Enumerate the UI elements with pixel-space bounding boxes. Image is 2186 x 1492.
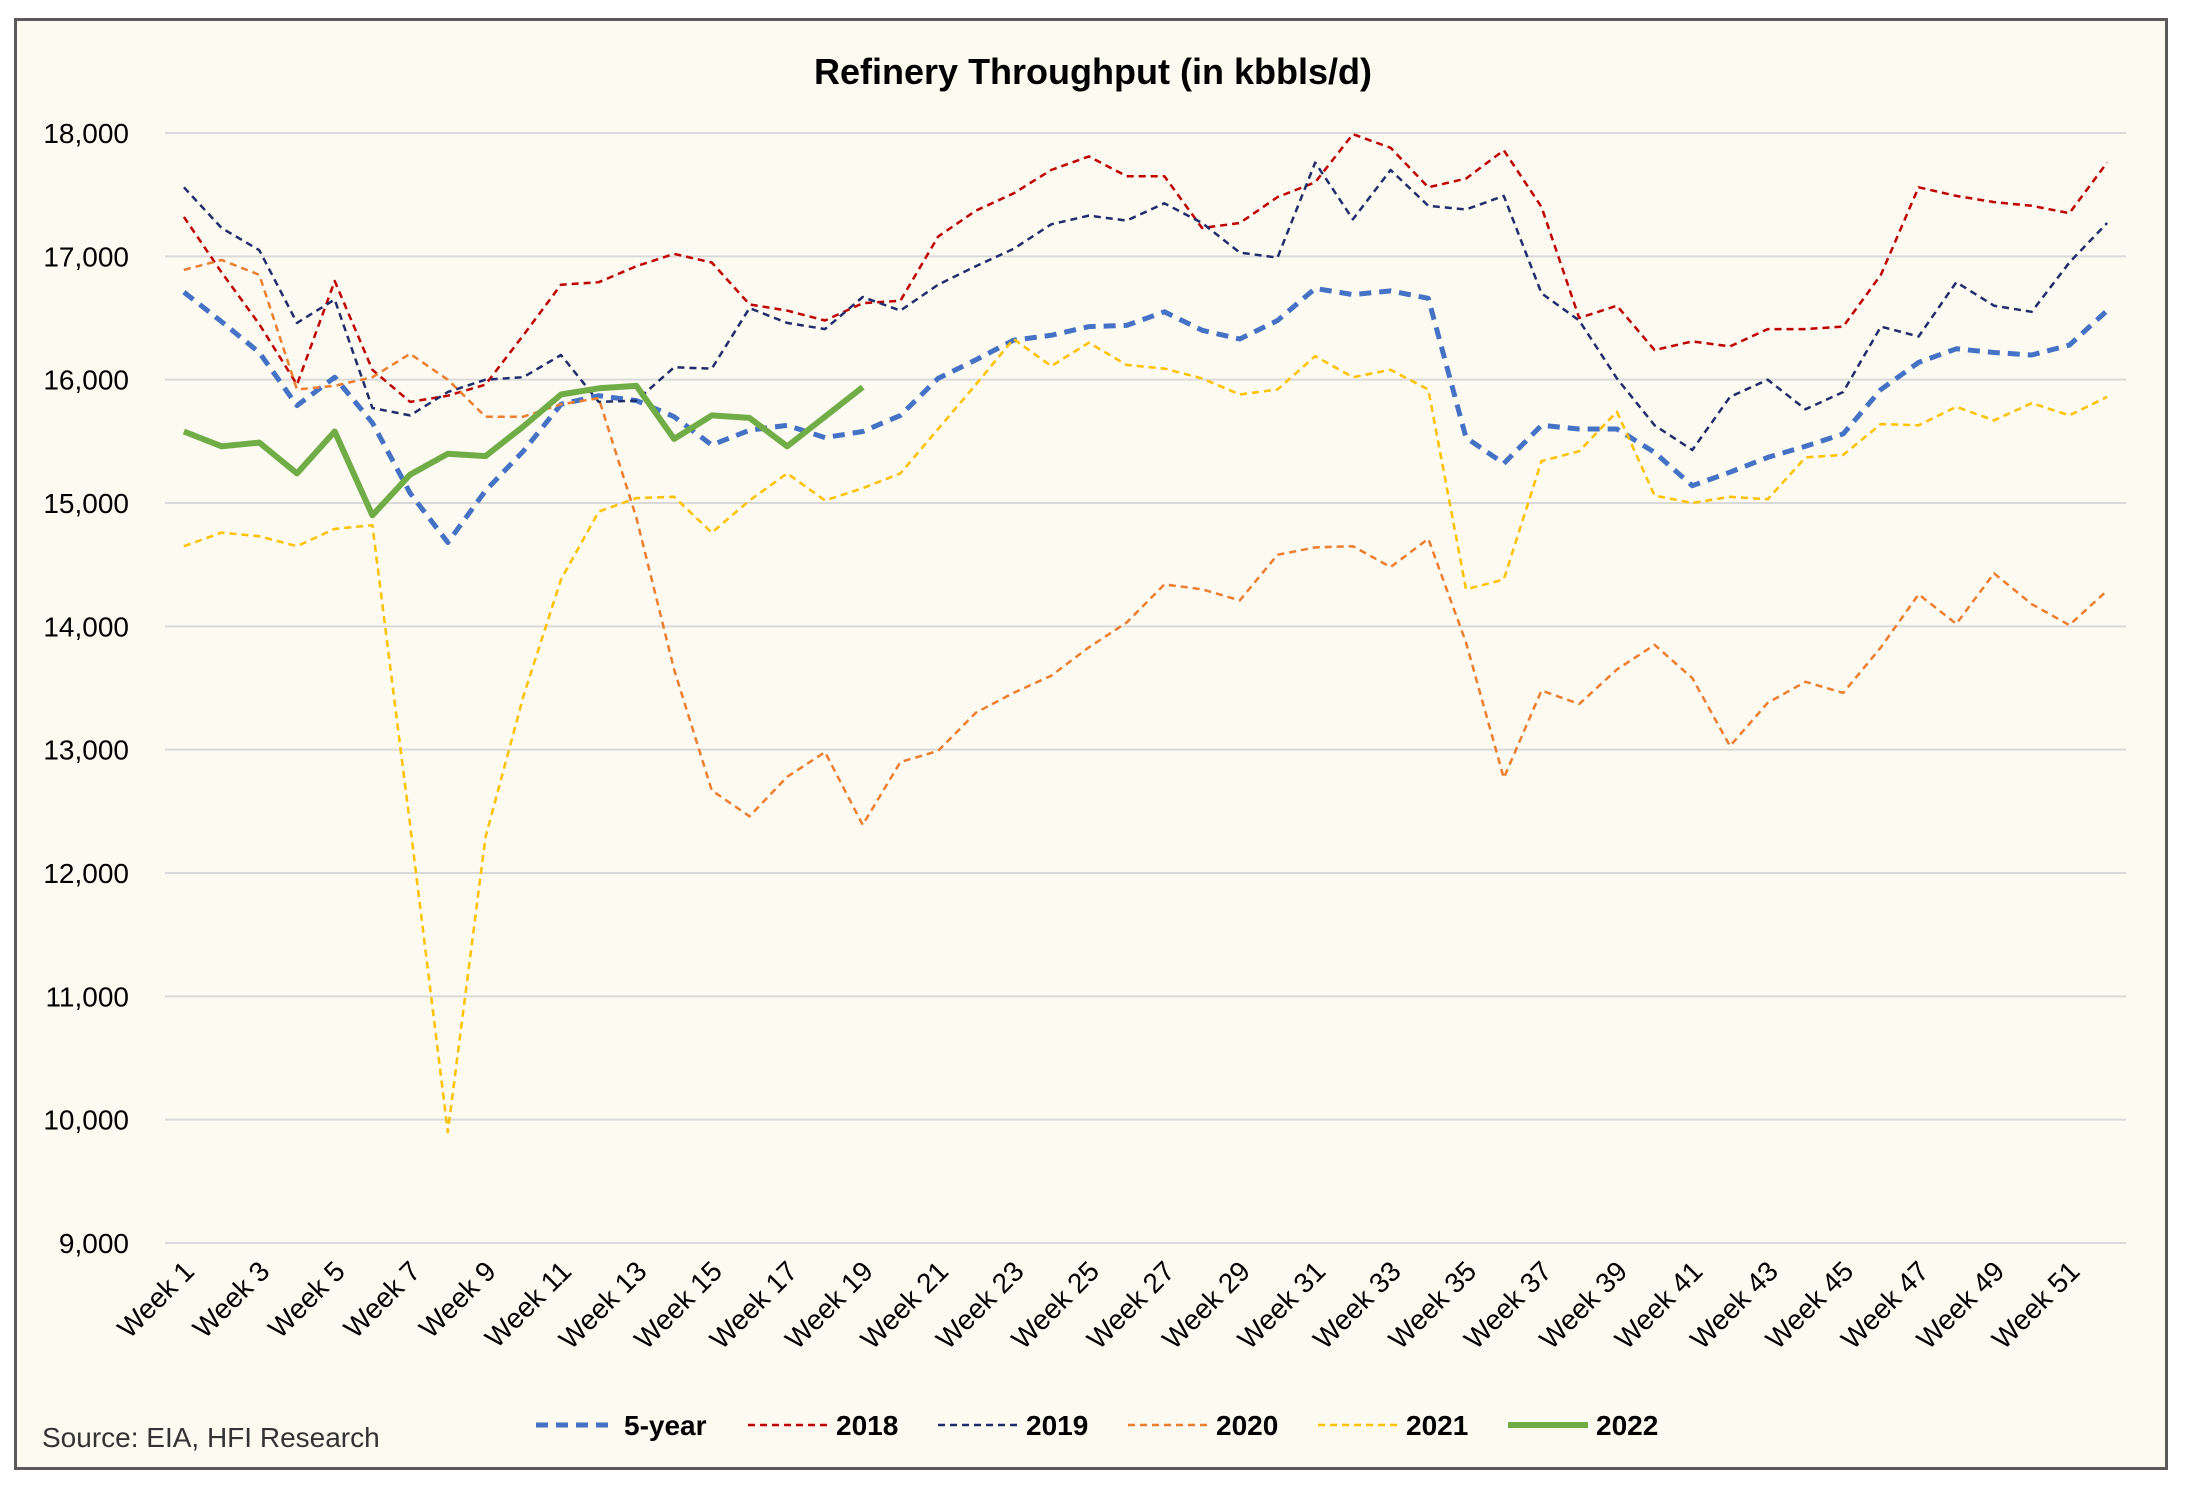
y-tick-label: 9,000 [59,1228,129,1259]
series-line-2018 [182,132,2109,404]
chart-frame [14,18,2168,1470]
x-tick-label: Week 1 [111,1255,200,1344]
series-line-2022 [182,382,865,519]
series-line-2021 [183,337,2108,1134]
source-note: Source: EIA, HFI Research [42,1422,380,1453]
legend-label-2020: 2020 [1216,1410,1278,1441]
gridlines [165,132,2126,1244]
legend-label-2019: 2019 [1026,1410,1088,1441]
x-tick-label: Week 7 [338,1255,427,1344]
series-lines [182,132,2109,1134]
y-tick-label: 16,000 [43,365,129,396]
y-tick-label: 11,000 [45,981,129,1012]
y-tick-label: 10,000 [43,1105,129,1136]
legend-label-5-year: 5-year [624,1410,707,1441]
y-tick-label: 12,000 [43,858,129,889]
series-line-5-year [182,285,2109,545]
legend-label-2018: 2018 [836,1410,898,1441]
legend-label-2022: 2022 [1596,1410,1658,1441]
y-tick-label: 13,000 [43,735,129,766]
y-tick-label: 15,000 [43,488,129,519]
series-line-2020 [183,258,2108,827]
y-tick-label: 17,000 [43,241,129,272]
x-tick-label: Week 3 [187,1255,276,1344]
y-tick-label: 18,000 [43,118,129,149]
legend: 5-year 2018 2019 2020 2021 2022 [536,1410,1658,1441]
series-line-2019 [182,161,2109,452]
y-axis-ticks: 9,000 10,000 11,000 12,000 13,000 14,000 15,00… [43,118,129,1259]
legend-label-2021: 2021 [1406,1410,1468,1441]
chart-title: Refinery Throughput (in kbbls/d) [814,51,1372,92]
y-tick-label: 14,000 [43,611,129,642]
x-tick-label: Week 5 [262,1255,351,1344]
